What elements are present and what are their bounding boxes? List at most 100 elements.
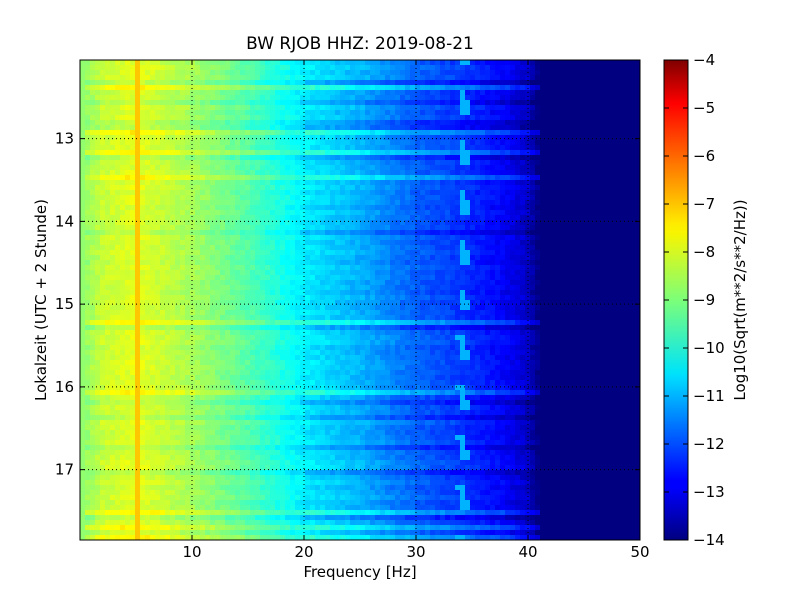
heatmap-cell (90, 230, 96, 236)
heatmap-cell (350, 210, 356, 216)
heatmap-cell (210, 60, 216, 66)
heatmap-cell (220, 255, 226, 261)
heatmap-cell (365, 65, 371, 71)
heatmap-cell (425, 65, 431, 71)
heatmap-cell (500, 220, 506, 226)
heatmap-cell (380, 195, 386, 201)
heatmap-cell (335, 60, 341, 66)
heatmap-cell (310, 95, 316, 101)
heatmap-cell (420, 100, 426, 106)
heatmap-cell (445, 260, 451, 266)
heatmap-cell (475, 230, 481, 236)
heatmap-cell (580, 270, 586, 276)
heatmap-cell (270, 230, 276, 236)
heatmap-cell (160, 95, 166, 101)
heatmap-cell (530, 240, 536, 246)
heatmap-cell (605, 85, 611, 91)
heatmap-cell (480, 200, 486, 206)
heatmap-cell (635, 205, 640, 211)
heatmap-cell (155, 280, 161, 286)
heatmap-cell (350, 245, 356, 251)
heatmap-cell (100, 250, 106, 256)
heatmap-cell (165, 155, 171, 161)
heatmap-cell (515, 260, 521, 266)
heatmap-cell (480, 265, 486, 271)
heatmap-cell (345, 135, 351, 141)
heatmap-cell (320, 100, 326, 106)
heatmap-cell (315, 170, 321, 176)
heatmap-cell (95, 220, 101, 226)
heatmap-cell (460, 275, 466, 281)
heatmap-cell (525, 135, 531, 141)
heatmap-cell (550, 205, 556, 211)
heatmap-cell (195, 235, 201, 241)
heatmap-cell (260, 90, 266, 96)
heatmap-cell (280, 255, 286, 261)
heatmap-cell (425, 120, 431, 126)
heatmap-cell (590, 115, 596, 121)
heatmap-cell (350, 280, 356, 286)
heatmap-cell (240, 150, 246, 156)
heatmap-cell (360, 100, 366, 106)
heatmap-cell (240, 190, 246, 196)
heatmap-cell (230, 135, 236, 141)
heatmap-cell (535, 70, 541, 76)
heatmap-cell (535, 260, 541, 266)
heatmap-cell (415, 165, 421, 171)
heatmap-cell (390, 155, 396, 161)
heatmap-cell (580, 65, 586, 71)
heatmap-cell (545, 205, 551, 211)
heatmap-cell (85, 220, 91, 226)
heatmap-cell (330, 270, 336, 276)
heatmap-cell (220, 220, 226, 226)
heatmap-cell (320, 170, 326, 176)
heatmap-cell (580, 275, 586, 281)
heatmap-cell (195, 215, 201, 221)
heatmap-cell (175, 130, 181, 136)
heatmap-cell (310, 105, 316, 111)
heatmap-cell (580, 210, 586, 216)
heatmap-cell (170, 235, 176, 241)
heatmap-cell (635, 230, 640, 236)
heatmap-cell (440, 240, 446, 246)
heatmap-cell (515, 65, 521, 71)
heatmap-cell (140, 115, 146, 121)
heatmap-cell (440, 90, 446, 96)
heatmap-cell (265, 190, 271, 196)
heatmap-cell (115, 95, 121, 101)
heatmap-cell (615, 135, 621, 141)
heatmap-cell (480, 185, 486, 191)
heatmap-cell (175, 75, 181, 81)
heatmap-cell (430, 205, 436, 211)
heatmap-cell (570, 255, 576, 261)
heatmap-cell (465, 75, 471, 81)
heatmap-cell (120, 265, 126, 271)
heatmap-cell (250, 260, 256, 266)
heatmap-cell (305, 280, 311, 286)
heatmap-cell (545, 200, 551, 206)
heatmap-cell (205, 135, 211, 141)
heatmap-cell (140, 280, 146, 286)
heatmap-cell (400, 80, 406, 86)
heatmap-cell (445, 205, 451, 211)
heatmap-cell (635, 110, 640, 116)
heatmap-cell (170, 225, 176, 231)
heatmap-cell (370, 65, 376, 71)
heatmap-cell (430, 200, 436, 206)
heatmap-cell (450, 215, 456, 221)
heatmap-cell (485, 80, 491, 86)
heatmap-cell (295, 105, 301, 111)
heatmap-cell (370, 125, 376, 131)
heatmap-cell (530, 80, 536, 86)
heatmap-cell (430, 135, 436, 141)
heatmap-cell (150, 70, 156, 76)
heatmap-cell (155, 100, 161, 106)
heatmap-cell (580, 200, 586, 206)
heatmap-cell (180, 235, 186, 241)
heatmap-cell (370, 130, 376, 136)
heatmap-cell (550, 115, 556, 121)
heatmap-cell (290, 100, 296, 106)
heatmap-cell (165, 200, 171, 206)
heatmap-cell (405, 150, 411, 156)
heatmap-cell (100, 130, 106, 136)
